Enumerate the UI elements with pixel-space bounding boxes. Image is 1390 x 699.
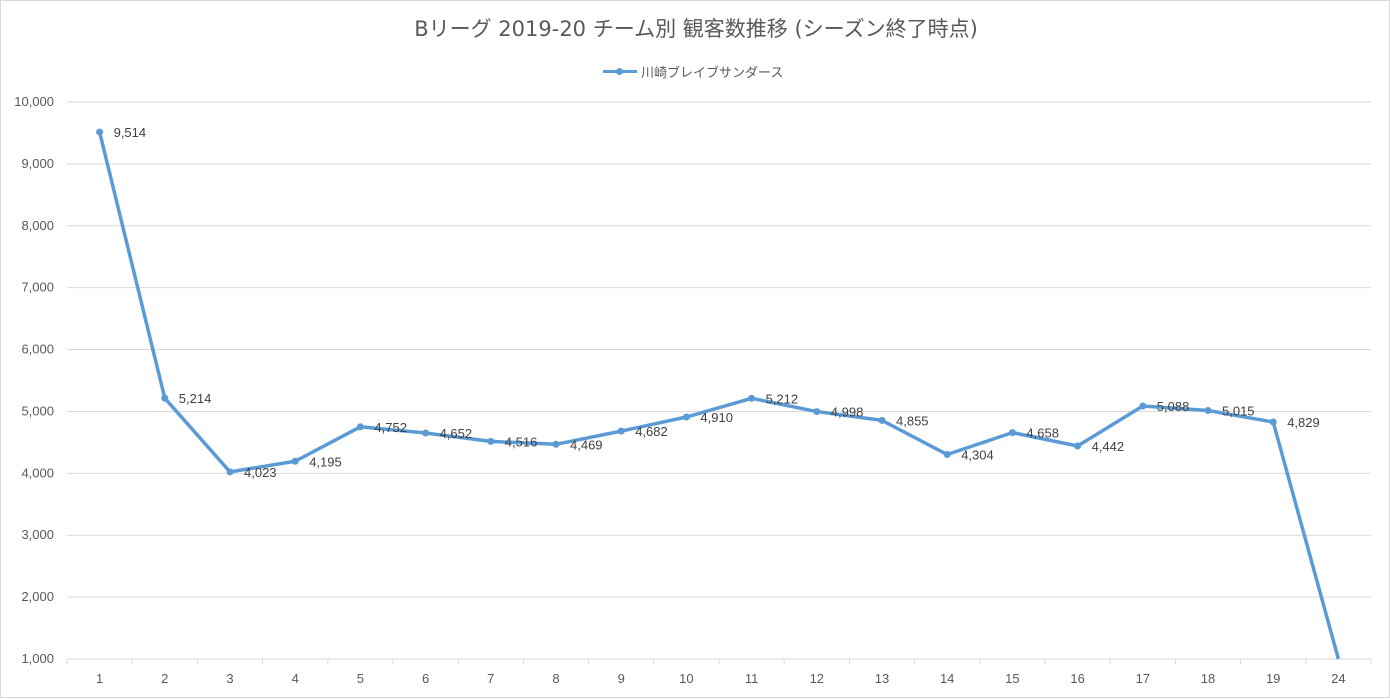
data-label: 5,088: [1157, 399, 1190, 414]
y-tick-label: 9,000: [21, 156, 54, 171]
y-tick-label: 6,000: [21, 342, 54, 357]
data-label: 4,998: [831, 405, 864, 420]
data-point: [422, 429, 430, 437]
data-label: 4,910: [700, 410, 733, 425]
data-point: [813, 408, 821, 416]
data-point: [943, 451, 951, 459]
data-point: [682, 413, 690, 421]
data-label: 4,304: [961, 448, 994, 463]
data-point: [1139, 402, 1147, 410]
data-label: 5,214: [179, 391, 212, 406]
x-tick-label: 2: [161, 671, 168, 686]
x-tick-label: 5: [357, 671, 364, 686]
data-point: [1204, 407, 1212, 415]
data-label: 4,469: [570, 437, 603, 452]
y-tick-label: 10,000: [14, 94, 54, 109]
data-label: 4,658: [1026, 426, 1059, 441]
x-tick-label: 13: [875, 671, 889, 686]
y-tick-label: 7,000: [21, 280, 54, 295]
legend: 川崎ブレイブサンダース: [601, 61, 783, 81]
y-tick-label: 4,000: [21, 465, 54, 480]
x-tick-label: 19: [1266, 671, 1280, 686]
data-point: [96, 128, 104, 136]
data-label: 4,442: [1092, 439, 1125, 454]
data-point: [161, 394, 169, 402]
data-point: [878, 416, 886, 424]
data-point: [1008, 429, 1016, 437]
y-tick-label: 3,000: [21, 527, 54, 542]
data-point: [748, 394, 756, 402]
x-tick-label: 8: [552, 671, 559, 686]
data-label: 9,514: [114, 125, 147, 140]
data-point: [356, 423, 364, 431]
series-line: [97, 131, 1341, 660]
data-point: [1269, 418, 1277, 426]
x-tick-label: 12: [810, 671, 824, 686]
x-tick-label: 3: [226, 671, 233, 686]
x-tick-label: 14: [940, 671, 954, 686]
data-label: 4,752: [374, 420, 407, 435]
x-tick-label: 15: [1005, 671, 1019, 686]
data-label: 4,829: [1287, 415, 1320, 430]
x-tick-label: 11: [745, 671, 759, 686]
x-tick-label: 1: [96, 671, 103, 686]
legend-line-marker-icon: [601, 61, 637, 81]
x-tick-label: 10: [679, 671, 693, 686]
x-tick-label: 17: [1136, 671, 1150, 686]
data-point: [552, 440, 560, 448]
data-label: 5,212: [766, 391, 799, 406]
chart-title: Bリーグ 2019-20 チーム別 観客数推移 (シーズン終了時点): [414, 17, 978, 41]
data-point: [291, 457, 299, 465]
x-tick-label: 7: [487, 671, 494, 686]
data-point: [1074, 442, 1082, 450]
y-tick-label: 5,000: [21, 403, 54, 418]
data-point: [617, 427, 625, 435]
data-label: 4,652: [440, 426, 473, 441]
x-tick-label: 6: [422, 671, 429, 686]
y-tick-label: 8,000: [21, 218, 54, 233]
x-tick-label: 24: [1331, 671, 1345, 686]
data-label: 4,023: [244, 465, 277, 480]
x-tick-label: 4: [292, 671, 299, 686]
legend-label-series: 川崎ブレイブサンダース: [641, 65, 784, 81]
x-tick-label: 9: [618, 671, 625, 686]
data-label: 4,516: [505, 434, 538, 449]
data-label: 4,682: [635, 424, 668, 439]
x-tick-label: 16: [1070, 671, 1084, 686]
data-label: 5,015: [1222, 404, 1255, 419]
data-point: [487, 437, 495, 445]
y-tick-label: 1,000: [21, 651, 54, 666]
y-tick-label: 2,000: [21, 589, 54, 604]
data-label: 4,195: [309, 454, 342, 469]
data-point: [226, 468, 234, 476]
data-label: 4,855: [896, 413, 929, 428]
x-tick-label: 18: [1201, 671, 1215, 686]
